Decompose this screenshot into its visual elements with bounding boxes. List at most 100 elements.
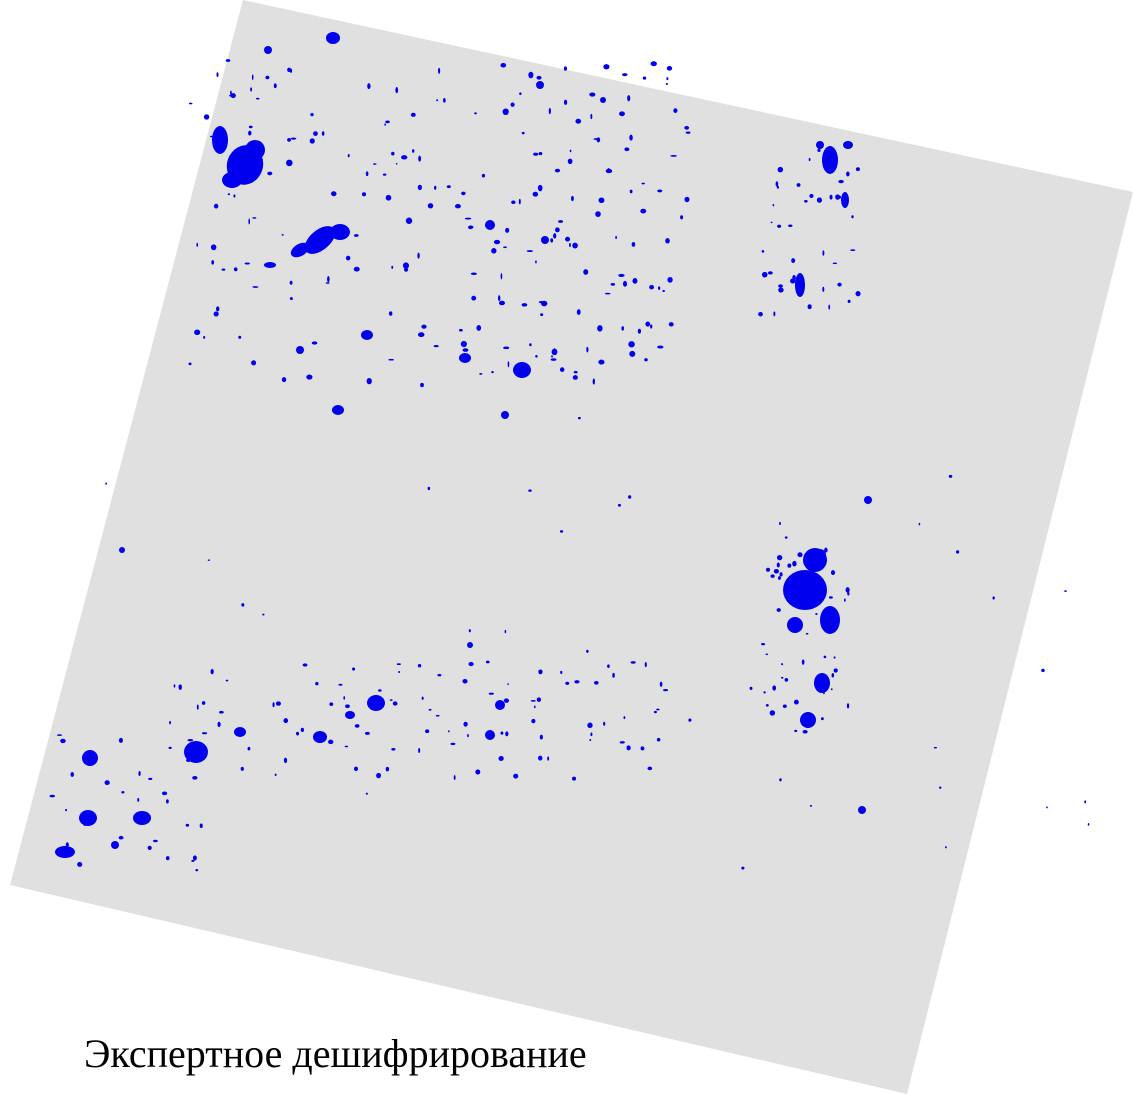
water-body (438, 67, 441, 74)
water-body (57, 734, 63, 736)
water-body (572, 242, 578, 249)
water-body (230, 159, 235, 163)
water-body (283, 757, 288, 764)
water-body (784, 677, 789, 682)
water-body (229, 94, 232, 97)
water-body (772, 685, 777, 691)
water-body (361, 330, 373, 340)
water-body (571, 195, 574, 202)
water-body (500, 731, 504, 735)
water-body (354, 724, 360, 728)
water-body (1064, 590, 1067, 593)
water-body (586, 649, 589, 653)
water-body (421, 696, 424, 700)
water-body (417, 664, 422, 668)
water-body (410, 112, 416, 117)
water-body (391, 747, 396, 751)
water-body (627, 95, 631, 102)
water-body (541, 236, 549, 244)
water-body (797, 552, 803, 558)
water-body (827, 164, 834, 168)
water-body (642, 76, 647, 80)
water-body (778, 287, 784, 293)
water-body (790, 278, 796, 284)
water-body (290, 242, 310, 258)
water-body (118, 835, 124, 840)
water-body (615, 235, 617, 240)
water-body (603, 64, 610, 70)
water-body (785, 583, 789, 588)
water-body (221, 268, 226, 271)
water-body (828, 596, 833, 599)
water-body (767, 271, 773, 275)
water-body (550, 358, 557, 361)
water-body (567, 158, 573, 165)
water-body (475, 769, 481, 775)
water-body (590, 732, 593, 737)
water-body (560, 670, 563, 675)
water-body (388, 311, 393, 316)
water-body (196, 242, 199, 247)
water-body (412, 149, 415, 153)
water-body (657, 345, 664, 349)
water-body (772, 203, 775, 207)
water-body (491, 248, 497, 254)
water-body (77, 861, 83, 867)
water-body (572, 375, 578, 380)
water-body (401, 155, 408, 160)
water-body (773, 568, 779, 574)
water-body (781, 663, 784, 666)
water-body (547, 756, 550, 761)
water-body (185, 746, 190, 751)
water-body (203, 114, 210, 120)
water-body (575, 118, 582, 124)
water-body (992, 596, 995, 600)
water-body (389, 699, 393, 701)
water-body (225, 59, 231, 62)
water-body (417, 252, 420, 259)
water-body (794, 729, 798, 733)
water-body (427, 203, 434, 209)
water-body (632, 277, 638, 284)
water-body (577, 416, 581, 420)
water-body (173, 684, 176, 688)
water-body (467, 642, 473, 648)
water-body (670, 155, 677, 157)
water-body (823, 655, 827, 659)
water-body (289, 68, 293, 73)
water-body (448, 730, 450, 733)
water-body (539, 734, 543, 740)
water-body (196, 704, 199, 710)
water-body (939, 786, 942, 789)
water-body (446, 185, 451, 189)
water-body (313, 131, 318, 136)
water-body (201, 732, 208, 735)
water-body (353, 766, 359, 772)
water-body (533, 152, 539, 156)
water-body (847, 591, 850, 596)
water-body (647, 766, 653, 771)
water-body (331, 191, 337, 197)
water-body (501, 411, 509, 419)
water-body (148, 777, 153, 781)
water-body (548, 107, 551, 115)
water-body (178, 684, 182, 690)
water-body (104, 780, 110, 786)
water-body (831, 623, 837, 626)
water-body (610, 282, 616, 286)
water-body (569, 149, 572, 153)
water-body (758, 312, 763, 317)
water-body (554, 168, 561, 173)
water-body (507, 361, 510, 368)
water-body (583, 269, 589, 275)
water-body (665, 83, 669, 85)
water-body (230, 93, 236, 99)
water-body (133, 811, 151, 825)
water-body (450, 742, 456, 746)
water-body (474, 112, 477, 115)
water-body (188, 362, 192, 366)
water-body (338, 683, 343, 686)
water-body (824, 547, 828, 553)
water-body (185, 823, 190, 827)
water-body (262, 613, 265, 616)
